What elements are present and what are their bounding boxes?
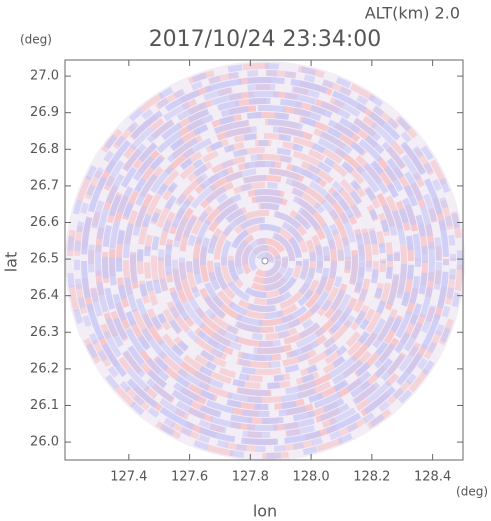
x-unit: (deg) [456, 485, 488, 499]
y-tick-label: 27.0 [30, 69, 59, 84]
texture-ring [207, 203, 323, 319]
texture-ring [137, 133, 393, 389]
texture-ring [130, 126, 400, 396]
x-tick-label: 127.6 [171, 470, 208, 485]
y-tick-label: 26.6 [30, 215, 59, 230]
y-tick-label: 26.4 [30, 288, 59, 303]
y-unit: (deg) [20, 33, 52, 47]
x-tick-label: 128.2 [353, 470, 390, 485]
texture-ring [172, 168, 358, 354]
texture-ring [214, 210, 316, 312]
y-tick-label: 26.2 [30, 361, 59, 376]
texture-ring [116, 112, 414, 410]
texture-ring [200, 196, 330, 326]
texture-ring [102, 98, 428, 424]
texture-ring [256, 252, 274, 270]
y-tick-label: 26.5 [30, 252, 59, 267]
y-tick-label: 26.0 [30, 435, 59, 450]
texture-ring [221, 217, 309, 305]
radar-center [261, 257, 269, 265]
texture-ring [144, 140, 386, 382]
texture-ring [74, 70, 456, 452]
texture-ring [151, 147, 379, 375]
x-tick-label: 127.4 [110, 470, 147, 485]
x-tick-label: 128.4 [414, 470, 451, 485]
y-tick-label: 26.8 [30, 142, 59, 157]
y-tick-label: 26.3 [30, 325, 59, 340]
y-axis-label: lat [2, 252, 21, 273]
texture-ring [81, 77, 449, 445]
radar-field [65, 61, 465, 461]
texture-ring [249, 245, 281, 277]
texture-ring [158, 154, 372, 368]
plot-frame [64, 59, 464, 461]
altitude-label: ALT(km) 2.0 [365, 4, 460, 23]
x-tick-label: 128.0 [292, 470, 329, 485]
y-tick-label: 26.1 [30, 398, 59, 413]
chart-title: 2017/10/24 23:34:00 [149, 27, 382, 52]
texture-ring [242, 238, 288, 284]
y-tick-label: 26.9 [30, 105, 59, 120]
y-tick-label: 26.7 [30, 178, 59, 193]
texture-ring [88, 84, 442, 438]
texture-ring [235, 231, 295, 291]
texture-ring [193, 189, 337, 333]
texture-ring [95, 91, 435, 431]
texture-ring [67, 63, 463, 459]
texture-ring [186, 182, 344, 340]
texture-ring [123, 119, 407, 403]
texture-ring [228, 224, 302, 298]
texture-ring [179, 175, 351, 347]
x-axis-label: lon [253, 502, 277, 521]
x-tick-label: 127.8 [232, 470, 269, 485]
texture-ring [109, 105, 421, 417]
texture-ring [165, 161, 365, 361]
